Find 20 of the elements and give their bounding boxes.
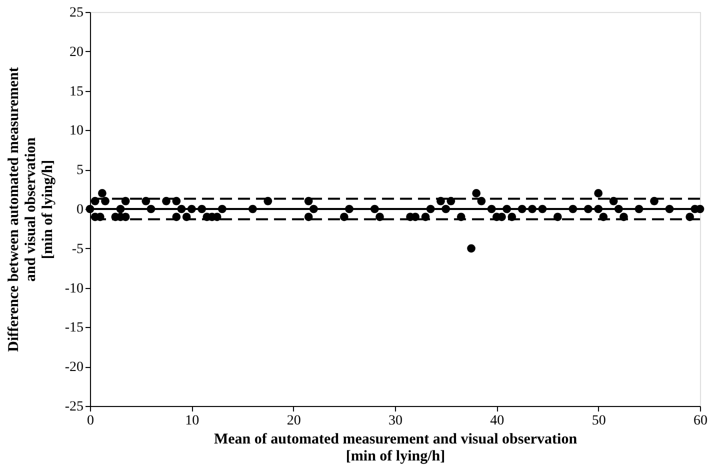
y-tick-label: -10: [64, 281, 84, 296]
x-tick-label: 20: [286, 414, 301, 428]
y-tick-label: -5: [72, 242, 84, 257]
y-tick-label: 0: [76, 202, 84, 218]
y-tick-label: 10: [70, 124, 84, 139]
x-tick-label: 40: [490, 414, 504, 428]
x-tick-label: 0: [87, 414, 94, 428]
x-tick-label: 60: [694, 414, 708, 428]
y-tick-label: -25: [64, 400, 84, 414]
y-tick-label: -15: [64, 320, 84, 336]
x-axis-title: Mean of automated measurement and visual observation [min of lying/h]: [214, 432, 578, 464]
y-tick-label: -20: [64, 360, 84, 376]
y-tick-label: 20: [70, 44, 84, 60]
y-tick-label: 25: [70, 6, 84, 20]
x-tick-label: 50: [592, 414, 606, 428]
x-tick-label: 10: [185, 414, 200, 428]
y-tick-label: 15: [70, 84, 84, 100]
x-tick-label: 30: [388, 414, 402, 428]
y-tick-label: 5: [76, 163, 84, 178]
y-axis-title: Difference between automated measurement and visual observation [min of lying/h]: [6, 67, 56, 352]
